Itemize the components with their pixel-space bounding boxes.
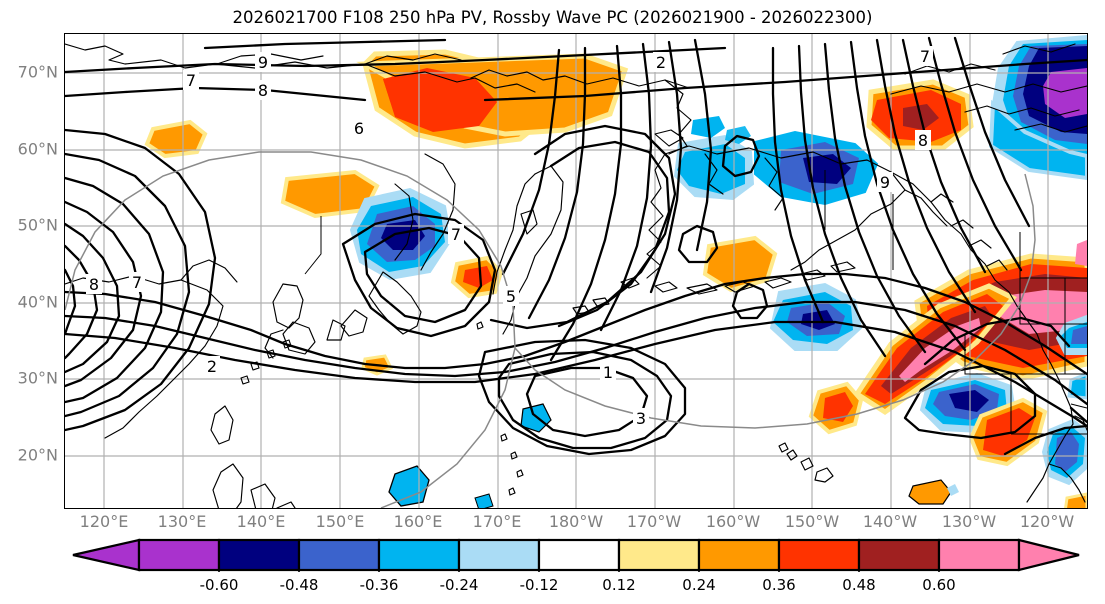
svg-text:6: 6 — [354, 119, 364, 138]
colorbar-tick-label-0: -0.60 — [199, 576, 239, 594]
svg-text:5: 5 — [506, 287, 516, 306]
x-tick-label-180w: 180°W — [548, 512, 604, 531]
svg-text:8: 8 — [89, 275, 99, 294]
x-tick-label-130w: 130°W — [941, 512, 997, 531]
colorbar-band-3 — [377, 538, 461, 572]
svg-text:2: 2 — [207, 357, 217, 376]
map-plot-panel[interactable]: 7 9 8 6 8 — [64, 33, 1088, 509]
x-tick-label-160w: 160°W — [705, 512, 761, 531]
svg-text:9: 9 — [258, 53, 268, 72]
x-tick-label-170w: 170°W — [626, 512, 682, 531]
svg-text:8: 8 — [258, 81, 268, 100]
shaded-anomaly-field — [144, 34, 1087, 508]
svg-text:1: 1 — [603, 363, 613, 382]
y-tick-label-30n: 30°N — [17, 368, 58, 388]
colorbar-band-9 — [857, 538, 941, 572]
x-tick-label-150e: 150°E — [315, 512, 365, 531]
colorbar-band-over — [1017, 538, 1080, 572]
svg-text:9: 9 — [880, 173, 890, 192]
y-tick-label-50n: 50°N — [17, 215, 58, 235]
x-tick-label-170e: 170°E — [472, 512, 522, 531]
pv-contours — [65, 36, 1087, 456]
colorbar-tick-label-1: -0.48 — [279, 576, 319, 594]
colorbar[interactable] — [64, 538, 1088, 572]
svg-text:7: 7 — [920, 47, 930, 66]
colorbar-band-0 — [137, 538, 221, 572]
y-tick-label-40n: 40°N — [17, 292, 58, 312]
x-tick-label-150w: 150°W — [784, 512, 840, 531]
contour-labels: 7 9 8 6 8 — [86, 46, 933, 428]
colorbar-tick-label-4: -0.12 — [519, 576, 559, 594]
colorbar-tick-label-7: 0.36 — [762, 576, 796, 594]
colorbar-band-under — [72, 538, 141, 572]
y-tick-label-60n: 60°N — [17, 139, 58, 159]
x-tick-label-130e: 130°E — [157, 512, 207, 531]
colorbar-band-7 — [697, 538, 781, 572]
colorbar-ticks — [218, 570, 940, 572]
colorbar-band-5 — [537, 538, 621, 572]
x-tick-label-160e: 160°E — [393, 512, 443, 531]
svg-text:7: 7 — [186, 71, 196, 90]
svg-text:8: 8 — [918, 131, 928, 150]
colorbar-tick-label-5: 0.12 — [602, 576, 636, 594]
svg-text:2: 2 — [656, 53, 666, 72]
colorbar-tick-label-8: 0.48 — [842, 576, 876, 594]
map-plot-svg: 7 9 8 6 8 — [65, 34, 1087, 508]
colorbar-tick-label-3: -0.24 — [439, 576, 479, 594]
x-tick-label-140w: 140°W — [862, 512, 918, 531]
x-tick-label-120e: 120°E — [79, 512, 129, 531]
svg-text:7: 7 — [451, 225, 461, 244]
colorbar-svg — [72, 538, 1080, 572]
y-tick-label-20n: 20°N — [17, 445, 58, 465]
colorbar-band-8 — [777, 538, 861, 572]
great-circle-arc — [65, 151, 1036, 508]
colorbar-band-4 — [457, 538, 541, 572]
colorbar-band-10 — [937, 538, 1021, 572]
page-title: 2026021700 F108 250 hPa PV, Rossby Wave … — [232, 8, 873, 27]
colorbar-band-2 — [297, 538, 381, 572]
x-tick-label-120w: 120°W — [1019, 512, 1075, 531]
x-tick-label-140e: 140°E — [236, 512, 286, 531]
colorbar-bands — [72, 538, 1080, 572]
colorbar-band-6 — [617, 538, 701, 572]
colorbar-band-1 — [217, 538, 301, 572]
y-tick-label-70n: 70°N — [17, 62, 58, 82]
svg-text:7: 7 — [132, 273, 142, 292]
colorbar-tick-label-6: 0.24 — [682, 576, 716, 594]
svg-text:3: 3 — [636, 409, 646, 428]
colorbar-tick-label-9: 0.60 — [922, 576, 956, 594]
colorbar-tick-label-2: -0.36 — [359, 576, 399, 594]
